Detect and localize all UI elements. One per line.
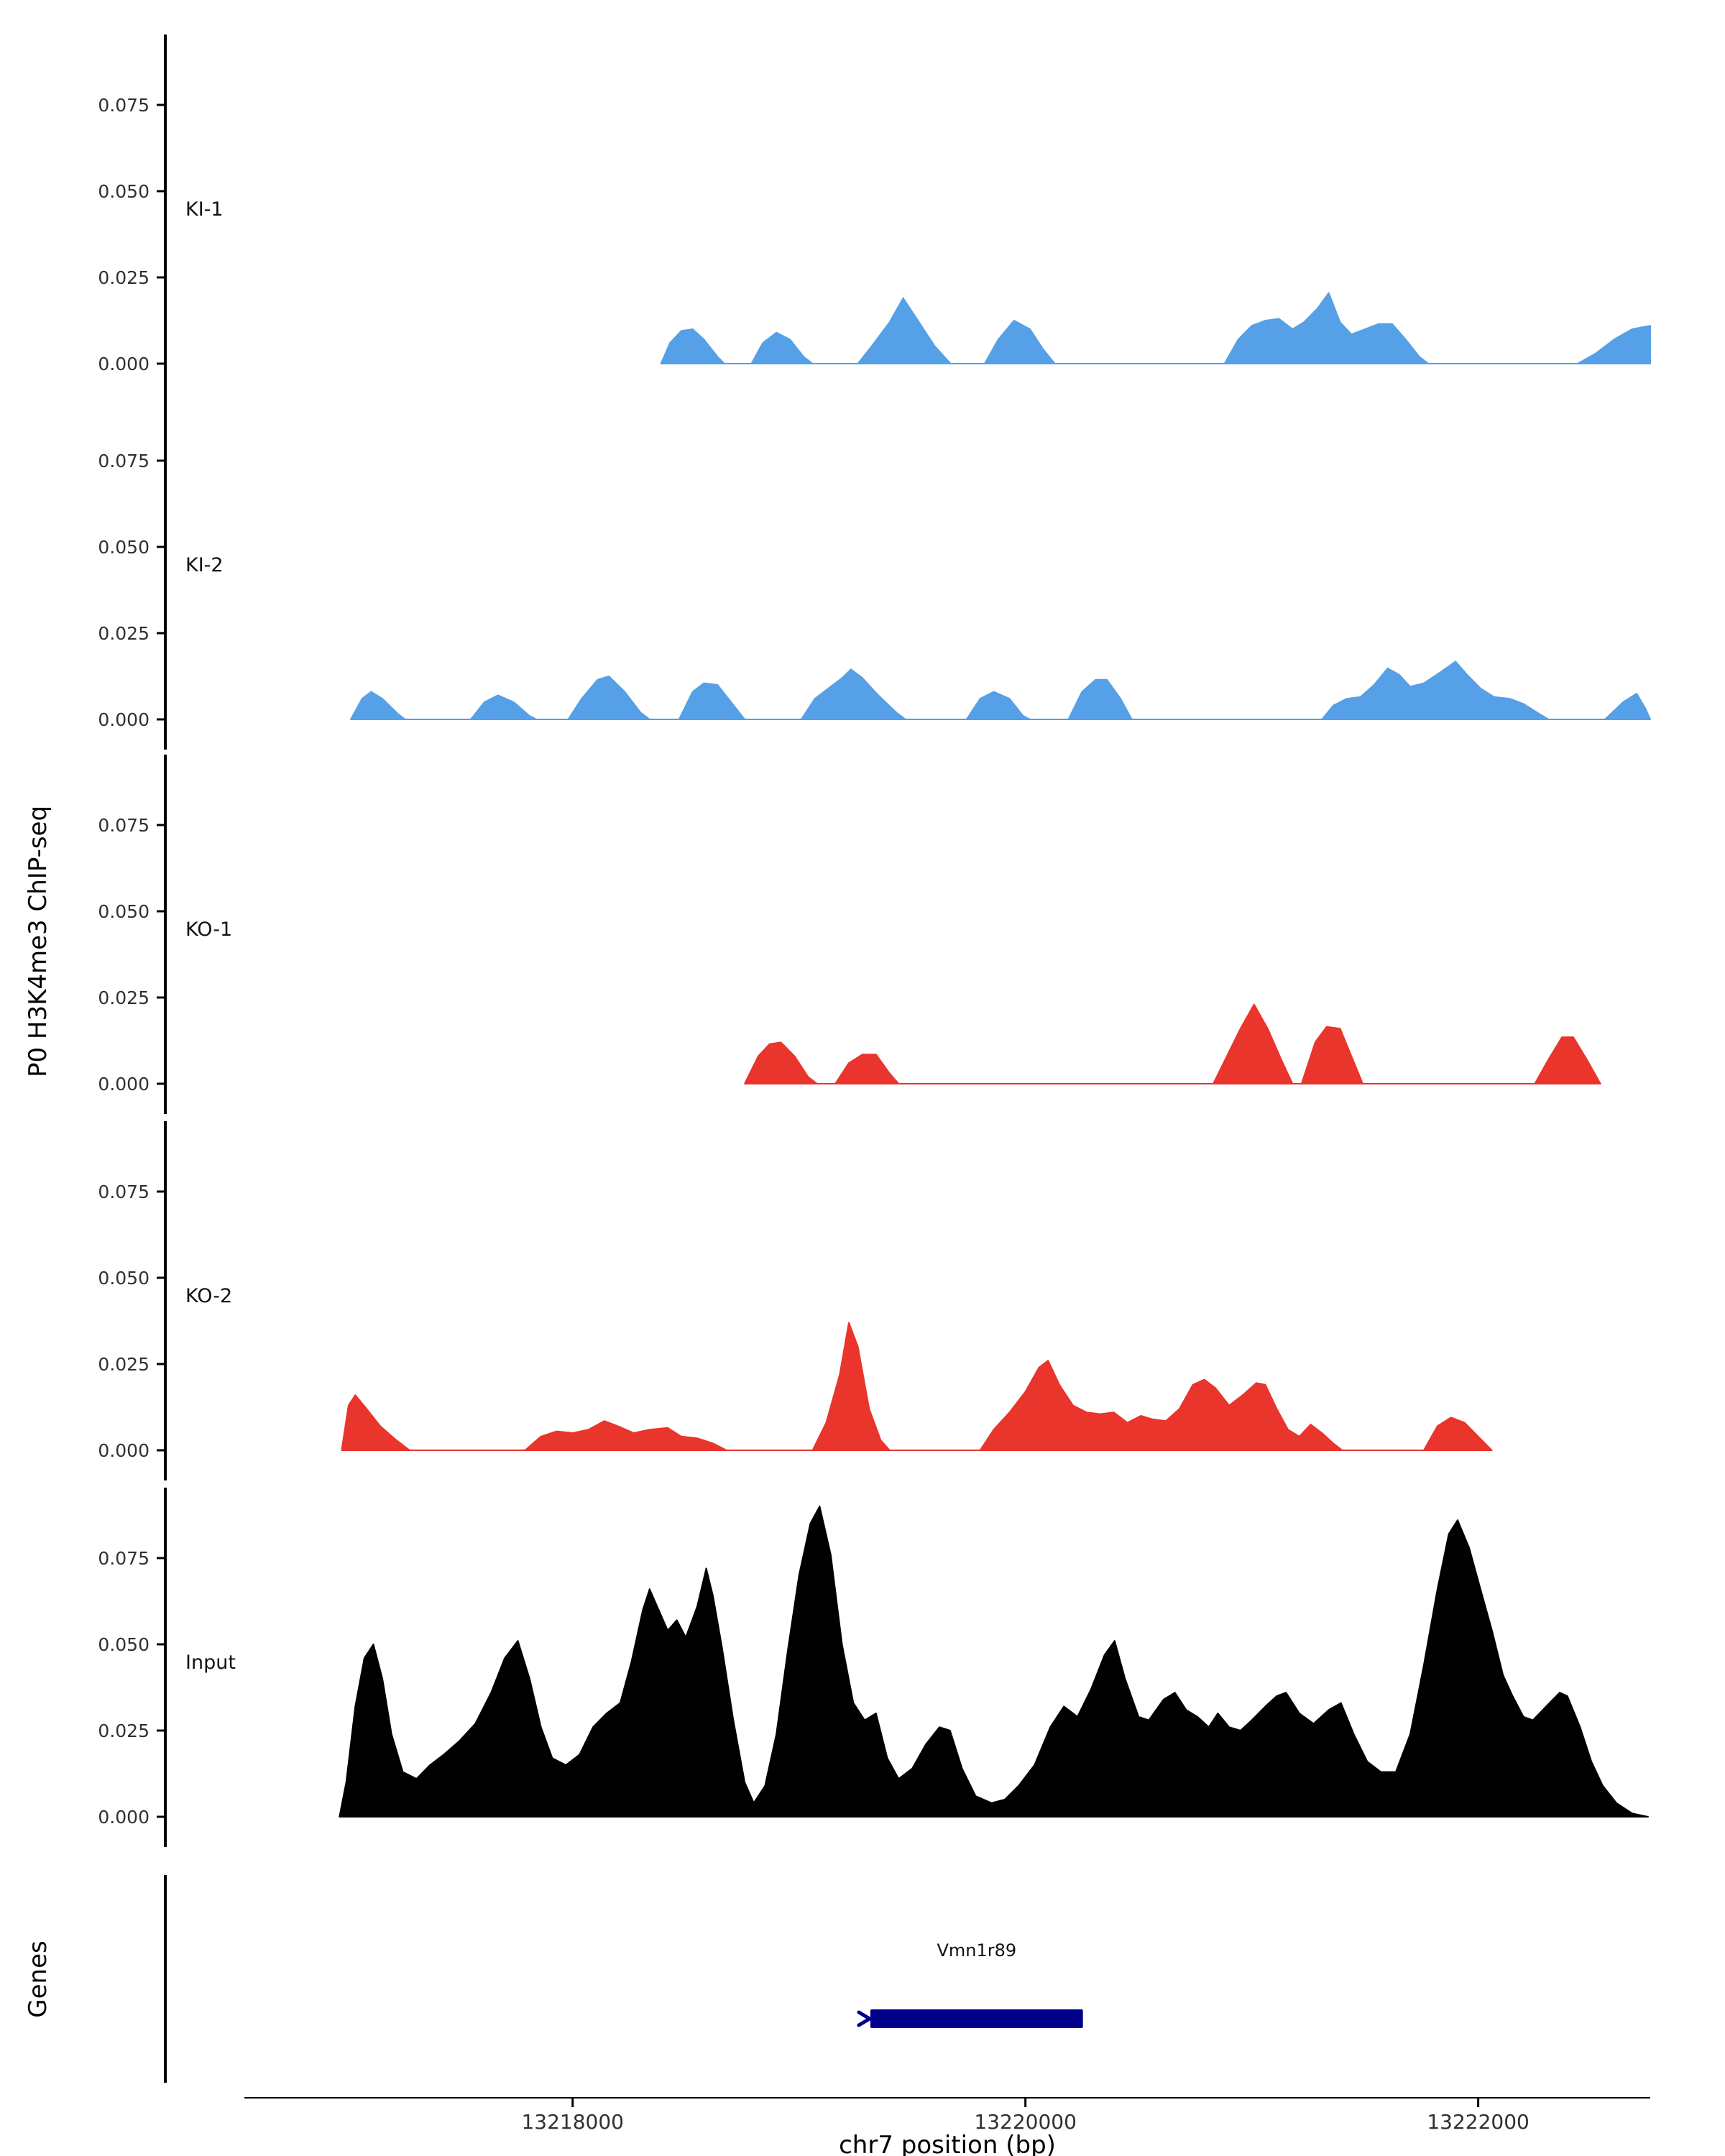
x-tick-label: 13220000	[974, 2110, 1077, 2134]
coverage-track-KO-2: 0.000 0.025 0.050 0.075 KO-2	[98, 1121, 1493, 1480]
y-tick-label: 0.075	[98, 815, 150, 836]
y-tick-label: 0.000	[98, 709, 150, 730]
x-axis-title: chr7 position (bp)	[839, 2131, 1056, 2156]
genes-axis-title: Genes	[24, 1940, 52, 2017]
genes-track-layer: Vmn1r89	[164, 1875, 1083, 2083]
track-label: KI-2	[185, 554, 224, 576]
coverage-track-Input: 0.000 0.025 0.050 0.075 Input	[98, 1488, 1649, 1847]
y-tick-label: 0.050	[98, 537, 150, 558]
gene-body	[870, 2009, 1083, 2028]
y-tick-label: 0.000	[98, 1807, 150, 1828]
coverage-area-KI-1	[660, 292, 1651, 364]
coverage-track-KI-1: 0.000 0.025 0.050 0.075 KI-1	[98, 34, 1651, 394]
coverage-area-Input	[339, 1506, 1649, 1818]
track-label: Input	[185, 1651, 236, 1674]
y-tick-label: 0.075	[98, 451, 150, 471]
y-tick-label: 0.050	[98, 1268, 150, 1289]
coverage-area-KO-2	[341, 1322, 1493, 1451]
track-label: KO-1	[185, 918, 232, 941]
x-tick-label: 13218000	[521, 2110, 624, 2134]
coverage-track-KI-2: 0.000 0.025 0.050 0.075 KI-2	[98, 390, 1651, 750]
y-tick-label: 0.000	[98, 1074, 150, 1095]
y-tick-label: 0.075	[98, 1181, 150, 1202]
y-tick-label: 0.050	[98, 901, 150, 922]
y-tick-label: 0.075	[98, 1548, 150, 1569]
y-tick-label: 0.075	[98, 95, 150, 116]
y-tick-label: 0.025	[98, 1354, 150, 1375]
y-axis-title: P0 H3K4me3 ChIP-seq	[24, 806, 52, 1077]
x-tick-label: 13222000	[1427, 2110, 1530, 2134]
x-axis-layer: 13218000 13220000 13222000	[244, 2097, 1650, 2134]
y-tick-label: 0.025	[98, 623, 150, 644]
gene-label: Vmn1r89	[937, 1940, 1016, 1961]
y-tick-label: 0.000	[98, 354, 150, 374]
coverage-area-KO-1	[744, 1003, 1601, 1084]
coverage-area-KI-2	[350, 660, 1651, 720]
y-tick-label: 0.050	[98, 181, 150, 202]
y-tick-label: 0.050	[98, 1634, 150, 1655]
coverage-track-KO-1: 0.000 0.025 0.050 0.075 KO-1	[98, 755, 1601, 1114]
y-tick-label: 0.025	[98, 267, 150, 288]
y-tick-label: 0.025	[98, 1720, 150, 1741]
gene-strand-arrow-icon	[857, 2010, 872, 2027]
y-tick-label: 0.000	[98, 1440, 150, 1461]
coverage-tracks-layer: 0.0000.0250.0500.075KI-10.0000.0250.0500…	[98, 34, 1651, 1847]
track-label: KO-2	[185, 1285, 232, 1307]
track-label: KI-1	[185, 198, 224, 221]
y-tick-label: 0.025	[98, 987, 150, 1008]
